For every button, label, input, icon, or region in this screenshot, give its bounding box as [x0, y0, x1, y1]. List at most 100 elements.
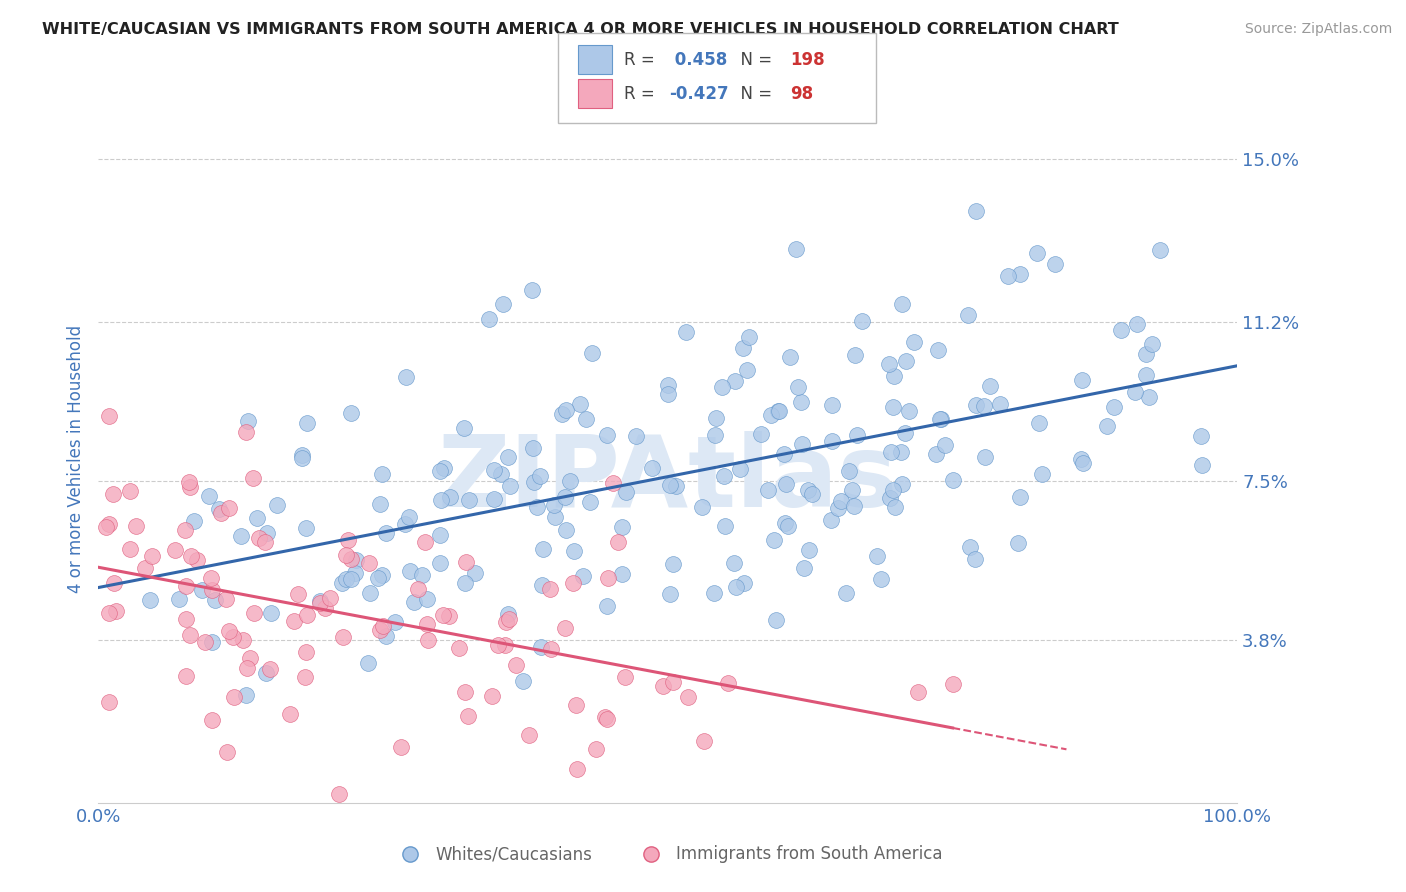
Point [373, 619, 395, 633]
Point [356, 656, 378, 670]
Point [295, 416, 318, 430]
Point [934, 438, 956, 452]
Point [394, 516, 416, 531]
Point [179, 475, 201, 490]
Point [517, 728, 540, 742]
Point [291, 450, 314, 465]
Point [408, 582, 430, 597]
Point [328, 787, 350, 801]
Point [201, 713, 224, 727]
Point [526, 500, 548, 515]
Point [662, 674, 685, 689]
Point [1135, 347, 1157, 361]
Point [554, 403, 576, 417]
Point [411, 567, 433, 582]
Point [370, 623, 392, 637]
Point [242, 471, 264, 485]
Point [554, 622, 576, 636]
Text: 198: 198 [790, 51, 825, 69]
Point [567, 763, 589, 777]
Point [894, 354, 917, 368]
Point [94, 520, 117, 534]
Point [1028, 416, 1050, 430]
Point [676, 690, 699, 704]
Point [454, 576, 477, 591]
Point [429, 557, 451, 571]
Point [733, 576, 755, 591]
Point [1045, 257, 1067, 271]
Point [602, 475, 624, 490]
Point [1095, 419, 1118, 434]
Point [180, 549, 202, 563]
Point [897, 404, 920, 418]
Point [308, 596, 330, 610]
Point [730, 462, 752, 476]
Point [693, 734, 716, 748]
Point [209, 506, 232, 520]
Point [433, 460, 456, 475]
Point [870, 573, 893, 587]
Point [550, 407, 572, 421]
Point [724, 374, 747, 388]
Point [614, 670, 637, 684]
Point [1149, 243, 1171, 257]
Point [1031, 467, 1053, 481]
Point [1135, 368, 1157, 382]
Point [97, 695, 120, 709]
Point [882, 483, 904, 498]
Point [430, 493, 453, 508]
Point [973, 400, 995, 414]
Point [725, 580, 748, 594]
Point [799, 543, 821, 558]
Point [174, 523, 197, 537]
Point [704, 428, 727, 442]
Point [167, 592, 190, 607]
Point [1102, 400, 1125, 414]
Point [614, 485, 637, 500]
Point [882, 400, 904, 414]
Point [318, 591, 340, 606]
Point [800, 487, 823, 501]
Point [481, 690, 503, 704]
Point [179, 480, 201, 494]
Point [494, 638, 516, 652]
Point [522, 441, 544, 455]
Point [330, 576, 353, 591]
Point [97, 517, 120, 532]
Point [571, 569, 593, 583]
Point [792, 436, 814, 450]
Point [610, 520, 633, 534]
Point [439, 490, 461, 504]
Point [711, 380, 734, 394]
Point [287, 587, 309, 601]
Point [254, 666, 277, 681]
Point [496, 607, 519, 621]
Point [942, 676, 965, 690]
Point [486, 638, 509, 652]
Point [879, 491, 901, 505]
Point [703, 586, 725, 600]
Point [821, 434, 844, 448]
Point [657, 378, 679, 392]
Point [785, 243, 807, 257]
Point [596, 599, 619, 613]
Point [664, 479, 686, 493]
Point [193, 634, 215, 648]
Point [221, 630, 243, 644]
Point [565, 698, 588, 713]
Point [491, 467, 513, 481]
Point [492, 296, 515, 310]
Point [1191, 458, 1213, 472]
Point [371, 568, 394, 582]
Point [457, 708, 479, 723]
Point [841, 483, 863, 497]
Point [103, 575, 125, 590]
Point [775, 477, 797, 491]
Point [134, 561, 156, 575]
Point [191, 582, 214, 597]
Point [529, 468, 551, 483]
Point [232, 633, 254, 648]
Point [543, 498, 565, 512]
Point [1070, 451, 1092, 466]
Point [418, 632, 440, 647]
